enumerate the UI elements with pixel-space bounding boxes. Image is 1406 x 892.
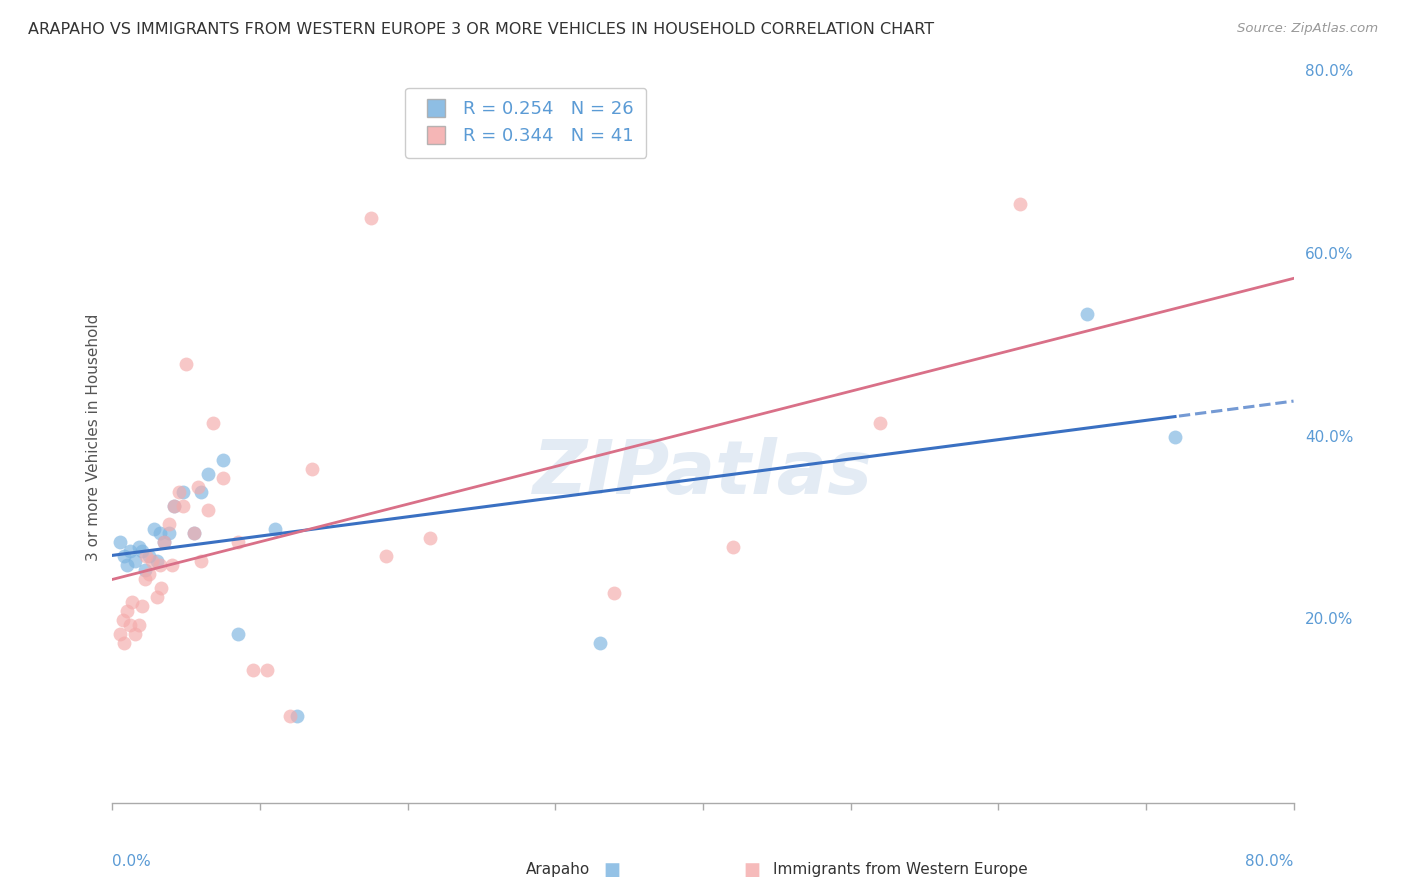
Point — [1164, 430, 1187, 444]
Point — [374, 549, 396, 563]
Point — [142, 521, 165, 535]
Text: Source: ZipAtlas.com: Source: ZipAtlas.com — [1237, 22, 1378, 36]
Point — [157, 516, 180, 531]
Point — [167, 485, 190, 500]
Point — [301, 462, 323, 476]
Point — [226, 535, 249, 549]
Point — [588, 636, 610, 650]
Point — [242, 663, 264, 677]
Text: 0.0%: 0.0% — [112, 854, 152, 869]
Point — [117, 604, 138, 618]
Point — [134, 563, 156, 577]
Point — [146, 553, 169, 567]
Point — [149, 526, 172, 541]
Text: 20.0%: 20.0% — [1305, 613, 1354, 627]
Point — [111, 613, 134, 627]
Point — [197, 467, 219, 481]
Point — [256, 663, 278, 677]
Point — [108, 626, 131, 640]
Point — [141, 553, 163, 567]
Point — [146, 590, 169, 604]
Legend: R = 0.254   N = 26, R = 0.344   N = 41: R = 0.254 N = 26, R = 0.344 N = 41 — [405, 87, 647, 158]
Point — [419, 531, 441, 545]
Point — [869, 417, 891, 431]
Text: 40.0%: 40.0% — [1305, 430, 1354, 444]
Point — [163, 499, 186, 513]
Point — [112, 636, 135, 650]
Text: ZIPatlas: ZIPatlas — [533, 437, 873, 510]
Text: ■: ■ — [744, 861, 761, 879]
Text: ARAPAHO VS IMMIGRANTS FROM WESTERN EUROPE 3 OR MORE VEHICLES IN HOUSEHOLD CORREL: ARAPAHO VS IMMIGRANTS FROM WESTERN EUROP… — [28, 22, 934, 37]
Point — [112, 549, 135, 563]
Point — [721, 540, 744, 554]
Text: Arapaho: Arapaho — [526, 863, 591, 877]
Point — [131, 599, 153, 614]
Text: 60.0%: 60.0% — [1305, 247, 1354, 261]
Point — [1076, 307, 1098, 321]
Point — [128, 540, 150, 554]
Point — [134, 572, 156, 586]
Point — [135, 549, 157, 563]
Point — [163, 499, 186, 513]
Point — [149, 558, 172, 573]
Point — [138, 567, 160, 582]
Point — [153, 535, 176, 549]
Text: 80.0%: 80.0% — [1305, 64, 1354, 78]
Point — [124, 553, 146, 567]
Point — [172, 499, 194, 513]
Point — [190, 553, 212, 567]
Point — [150, 581, 173, 595]
Point — [160, 558, 183, 573]
Point — [157, 526, 180, 541]
Point — [226, 626, 249, 640]
Point — [128, 617, 150, 632]
Point — [187, 480, 209, 494]
Point — [183, 526, 205, 541]
Point — [212, 453, 235, 467]
Point — [1010, 197, 1032, 211]
Point — [360, 211, 382, 225]
Point — [120, 617, 142, 632]
Point — [138, 549, 160, 563]
Point — [285, 709, 308, 723]
Y-axis label: 3 or more Vehicles in Household: 3 or more Vehicles in Household — [86, 313, 101, 561]
Point — [174, 357, 197, 371]
Point — [278, 709, 301, 723]
Point — [212, 471, 235, 485]
Text: ■: ■ — [603, 861, 620, 879]
Point — [108, 535, 131, 549]
Point — [124, 626, 146, 640]
Point — [197, 503, 219, 517]
Point — [183, 526, 205, 541]
Point — [117, 558, 138, 573]
Point — [153, 535, 176, 549]
Text: Immigrants from Western Europe: Immigrants from Western Europe — [773, 863, 1028, 877]
Point — [603, 585, 626, 599]
Point — [264, 521, 287, 535]
Point — [201, 417, 224, 431]
Point — [120, 544, 142, 558]
Point — [172, 485, 194, 500]
Point — [121, 594, 143, 608]
Text: 80.0%: 80.0% — [1246, 854, 1294, 869]
Point — [131, 544, 153, 558]
Point — [190, 485, 212, 500]
